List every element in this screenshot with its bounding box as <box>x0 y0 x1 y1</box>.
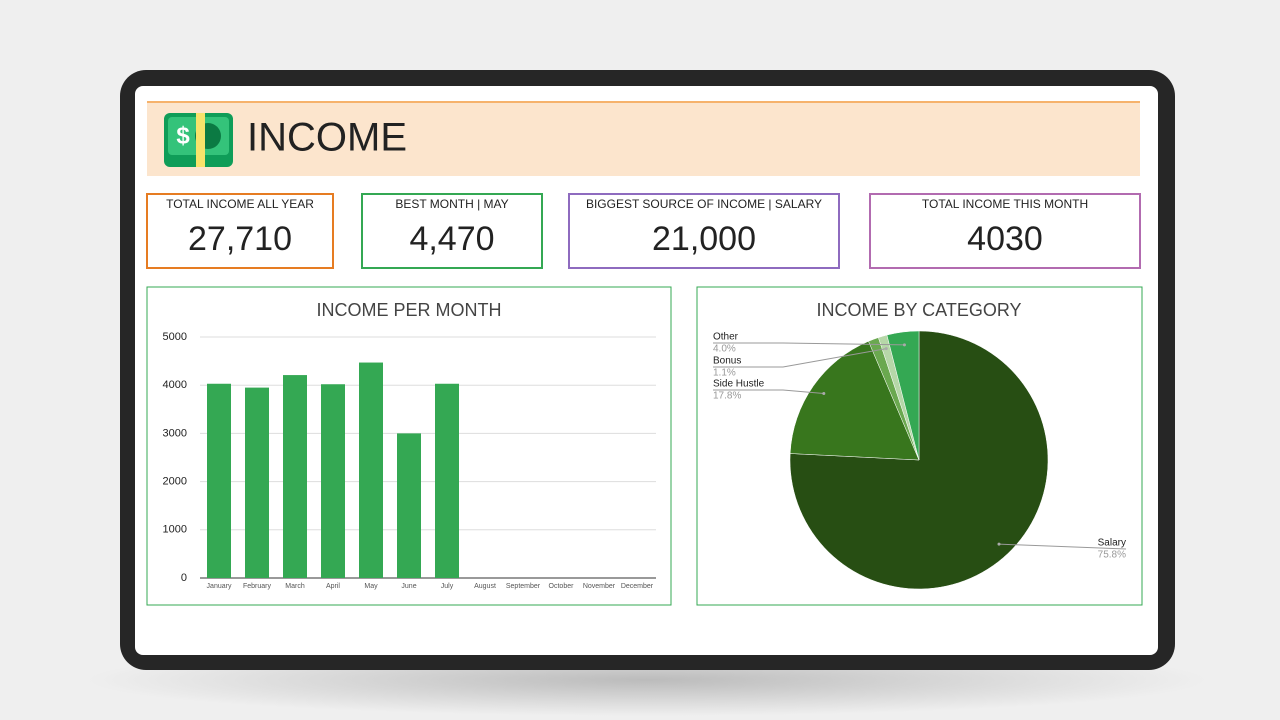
leader-line <box>713 389 824 395</box>
x-tick-label: November <box>583 583 616 590</box>
pie-slice <box>886 330 920 461</box>
x-tick-label: February <box>243 583 272 590</box>
bar <box>397 433 421 578</box>
x-tick-label: September <box>506 583 541 590</box>
bar <box>207 383 231 578</box>
bar <box>435 383 459 578</box>
bar <box>245 387 269 578</box>
y-tick-label: 4000 <box>163 379 187 391</box>
slice-label: Other <box>713 332 739 343</box>
leader-dot <box>822 392 826 396</box>
leader-dot <box>902 343 906 347</box>
y-tick-label: 5000 <box>163 331 187 343</box>
kpi-value: 4,470 <box>409 220 494 258</box>
bar <box>321 384 345 578</box>
y-tick-label: 0 <box>181 572 187 584</box>
kpi-label: BEST MONTH | MAY <box>395 197 508 211</box>
leader-dot <box>997 542 1001 546</box>
kpi-card <box>361 193 543 269</box>
slice-label: Bonus <box>713 356 741 367</box>
svg-text:$: $ <box>176 122 190 149</box>
kpi-value: 27,710 <box>188 220 292 258</box>
bar <box>359 362 383 578</box>
chart-title: INCOME BY CATEGORY <box>816 300 1021 320</box>
pie-slice <box>789 340 920 461</box>
x-tick-label: April <box>326 583 340 590</box>
pie-slice <box>789 330 1049 590</box>
kpi-label: TOTAL INCOME ALL YEAR <box>166 197 314 211</box>
kpi-label: TOTAL INCOME THIS MONTH <box>922 197 1088 211</box>
leader-dot <box>884 347 888 351</box>
header-band <box>147 101 1140 176</box>
kpi-value: 21,000 <box>652 220 756 258</box>
leader-line <box>713 342 905 346</box>
kpi-label: BIGGEST SOURCE OF INCOME | SALARY <box>586 197 822 211</box>
slice-label: Salary <box>1098 538 1126 549</box>
slice-label: Side Hustle <box>713 379 765 390</box>
bar-chart-frame <box>146 286 672 606</box>
slice-percent: 4.0% <box>713 344 736 355</box>
money-icon: $ <box>164 113 233 167</box>
x-tick-label: August <box>474 583 496 590</box>
x-tick-label: January <box>207 583 232 590</box>
pie-chart-frame <box>696 286 1143 606</box>
x-tick-label: December <box>621 583 654 590</box>
slice-percent: 75.8% <box>1098 550 1126 561</box>
kpi-card <box>869 193 1141 269</box>
x-tick-label: October <box>549 583 575 590</box>
x-tick-label: June <box>401 583 416 590</box>
page-title: INCOME <box>247 116 407 160</box>
leader-line <box>713 348 887 368</box>
x-tick-label: May <box>364 583 378 590</box>
leader-line <box>998 543 1127 550</box>
x-tick-label: March <box>285 583 305 590</box>
y-tick-label: 1000 <box>163 524 187 536</box>
slice-percent: 1.1% <box>713 368 736 379</box>
y-tick-label: 2000 <box>163 476 187 488</box>
chart-title: INCOME PER MONTH <box>316 300 501 320</box>
bar <box>283 375 307 578</box>
kpi-value: 4030 <box>967 220 1043 258</box>
slice-percent: 17.8% <box>713 391 741 402</box>
x-tick-label: July <box>441 583 454 590</box>
kpi-card <box>568 193 840 269</box>
kpi-card <box>146 193 334 269</box>
y-tick-label: 3000 <box>163 427 187 439</box>
